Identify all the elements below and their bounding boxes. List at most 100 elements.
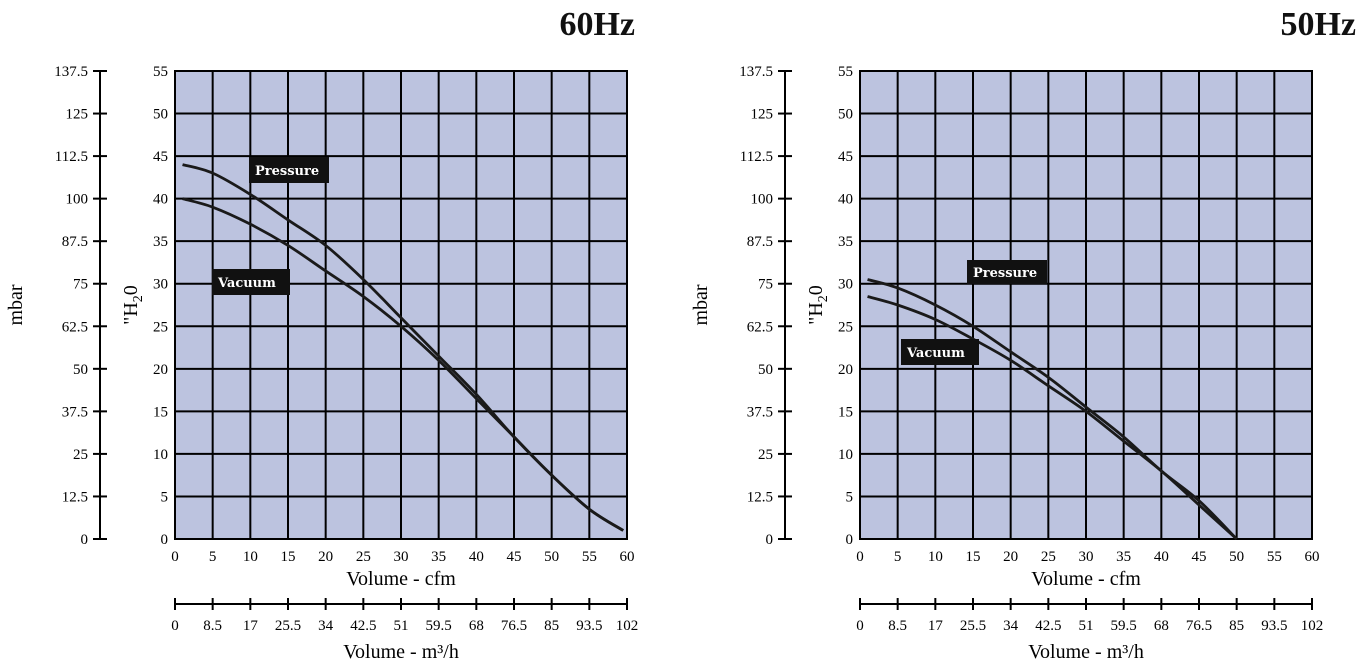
vacuum-curve bbox=[867, 295, 1238, 541]
m3h-tick-label: 8.5 bbox=[203, 618, 222, 634]
vacuum-label-text: Vacuum bbox=[906, 346, 965, 361]
m3h-tick-label: 68 bbox=[1154, 618, 1169, 634]
y-tick-label-h2o: 20 bbox=[153, 362, 168, 378]
y-tick-label-h2o: 30 bbox=[153, 277, 168, 293]
m3h-tick-label: 102 bbox=[1301, 618, 1324, 634]
m3h-tick-label: 102 bbox=[616, 618, 639, 634]
m3h-tick-label: 68 bbox=[469, 618, 484, 634]
vacuum-curve bbox=[182, 197, 624, 532]
mbar-tick-label: 37.5 bbox=[747, 404, 773, 420]
vacuum-label: Vacuum bbox=[901, 339, 979, 365]
m3h-tick-label: 8.5 bbox=[888, 618, 907, 634]
mbar-tick-label: 75 bbox=[758, 277, 773, 293]
h2o-axis-title: "H20 bbox=[120, 285, 146, 325]
y-tick-label-h2o: 0 bbox=[846, 532, 854, 548]
mbar-axis-title: mbar bbox=[690, 284, 712, 325]
mbar-tick-label: 100 bbox=[66, 192, 89, 208]
y-tick-label-h2o: 45 bbox=[153, 149, 168, 165]
m3h-tick-label: 93.5 bbox=[1261, 618, 1287, 634]
y-tick-label-h2o: 25 bbox=[838, 319, 853, 335]
x-tick-label-cfm: 30 bbox=[1079, 549, 1094, 565]
mbar-tick-label: 125 bbox=[751, 107, 774, 123]
frequency-title: 50Hz bbox=[1280, 6, 1356, 43]
mbar-axis-title: mbar bbox=[5, 284, 27, 325]
mbar-tick-label: 50 bbox=[73, 362, 88, 378]
y-tick-label-h2o: 10 bbox=[153, 447, 168, 463]
y-tick-label-h2o: 15 bbox=[838, 404, 853, 420]
x-tick-label-cfm: 0 bbox=[856, 549, 864, 565]
y-tick-label-h2o: 40 bbox=[838, 192, 853, 208]
mbar-tick-label: 62.5 bbox=[62, 319, 88, 335]
y-tick-label-h2o: 35 bbox=[838, 234, 853, 250]
y-tick-label-h2o: 5 bbox=[846, 489, 854, 505]
y-tick-label-h2o: 55 bbox=[838, 64, 853, 80]
vacuum-label-box bbox=[212, 269, 290, 295]
mbar-tick-label: 137.5 bbox=[739, 64, 773, 80]
x-tick-label-cfm: 60 bbox=[620, 549, 635, 565]
pressure-label-box bbox=[249, 157, 329, 183]
m3h-axis-title: Volume - m³/h bbox=[1028, 641, 1144, 663]
mbar-tick-label: 25 bbox=[758, 447, 773, 463]
y-tick-label-h2o: 55 bbox=[153, 64, 168, 80]
mbar-tick-label: 75 bbox=[73, 277, 88, 293]
x-tick-label-cfm: 15 bbox=[966, 549, 981, 565]
mbar-tick-label: 12.5 bbox=[62, 489, 88, 505]
m3h-tick-label: 76.5 bbox=[1186, 618, 1212, 634]
pressure-label: Pressure bbox=[249, 157, 329, 183]
m3h-tick-label: 25.5 bbox=[275, 618, 301, 634]
m3h-tick-label: 85 bbox=[1229, 618, 1244, 634]
y-tick-label-h2o: 20 bbox=[838, 362, 853, 378]
m3h-tick-label: 42.5 bbox=[350, 618, 376, 634]
mbar-tick-label: 25 bbox=[73, 447, 88, 463]
x-tick-label-cfm: 10 bbox=[243, 549, 258, 565]
x-tick-label-cfm: 40 bbox=[1154, 549, 1169, 565]
x-tick-label-cfm: 20 bbox=[318, 549, 333, 565]
y-tick-label-h2o: 25 bbox=[153, 319, 168, 335]
m3h-tick-label: 51 bbox=[394, 618, 409, 634]
h2o-axis-title: "H20 bbox=[805, 285, 831, 325]
mbar-tick-label: 62.5 bbox=[747, 319, 773, 335]
x-tick-label-cfm: 25 bbox=[356, 549, 371, 565]
y-tick-label-h2o: 15 bbox=[153, 404, 168, 420]
y-tick-label-h2o: 50 bbox=[838, 107, 853, 123]
y-tick-label-h2o: 0 bbox=[161, 532, 169, 548]
mbar-tick-label: 37.5 bbox=[62, 404, 88, 420]
m3h-tick-label: 93.5 bbox=[576, 618, 602, 634]
x-tick-label-cfm: 50 bbox=[544, 549, 559, 565]
y-tick-label-h2o: 50 bbox=[153, 107, 168, 123]
x-axis-title-cfm: Volume - cfm bbox=[1031, 568, 1141, 590]
mbar-tick-label: 87.5 bbox=[747, 234, 773, 250]
chart-panel-60hz: 60Hz 0 5 10 15 20 25 30 35 40 45 50 55 60 0 5 10 15 20 25 3… bbox=[0, 0, 685, 664]
y-tick-label-h2o: 40 bbox=[153, 192, 168, 208]
mbar-tick-label: 50 bbox=[758, 362, 773, 378]
mbar-tick-label: 125 bbox=[66, 107, 89, 123]
mbar-tick-label: 137.5 bbox=[54, 64, 88, 80]
x-tick-label-cfm: 35 bbox=[431, 549, 446, 565]
pump-curve-chart-60hz: 0 5 10 15 20 25 30 35 40 45 50 55 600510152025303540… bbox=[5, 64, 639, 663]
x-tick-label-cfm: 5 bbox=[209, 549, 217, 565]
m3h-tick-label: 59.5 bbox=[1111, 618, 1137, 634]
pressure-label: Pressure bbox=[967, 260, 1047, 284]
x-tick-label-cfm: 40 bbox=[469, 549, 484, 565]
y-tick-label-h2o: 30 bbox=[838, 277, 853, 293]
m3h-tick-label: 34 bbox=[318, 618, 334, 634]
x-tick-label-cfm: 0 bbox=[171, 549, 179, 565]
x-tick-label-cfm: 30 bbox=[394, 549, 409, 565]
m3h-tick-label: 0 bbox=[856, 618, 864, 634]
m3h-tick-label: 59.5 bbox=[426, 618, 452, 634]
frequency-title: 60Hz bbox=[559, 6, 635, 43]
mbar-tick-label: 0 bbox=[81, 532, 89, 548]
m3h-tick-label: 42.5 bbox=[1035, 618, 1061, 634]
x-axis-title-cfm: Volume - cfm bbox=[346, 568, 456, 590]
m3h-tick-label: 76.5 bbox=[501, 618, 527, 634]
chart-panel-50hz: 50Hz 0 5 10 15 20 25 30 35 40 45 50 55 60 0 5 10 15 20 25 3… bbox=[685, 0, 1370, 664]
x-tick-label-cfm: 25 bbox=[1041, 549, 1056, 565]
mbar-tick-label: 112.5 bbox=[740, 149, 773, 165]
pressure-label-text: Pressure bbox=[973, 266, 1037, 281]
m3h-axis-title: Volume - m³/h bbox=[343, 641, 459, 663]
x-tick-label-cfm: 60 bbox=[1305, 549, 1320, 565]
x-tick-label-cfm: 10 bbox=[928, 549, 943, 565]
x-tick-label-cfm: 55 bbox=[1267, 549, 1282, 565]
pressure-label-text: Pressure bbox=[255, 164, 319, 179]
x-tick-label-cfm: 45 bbox=[1192, 549, 1207, 565]
